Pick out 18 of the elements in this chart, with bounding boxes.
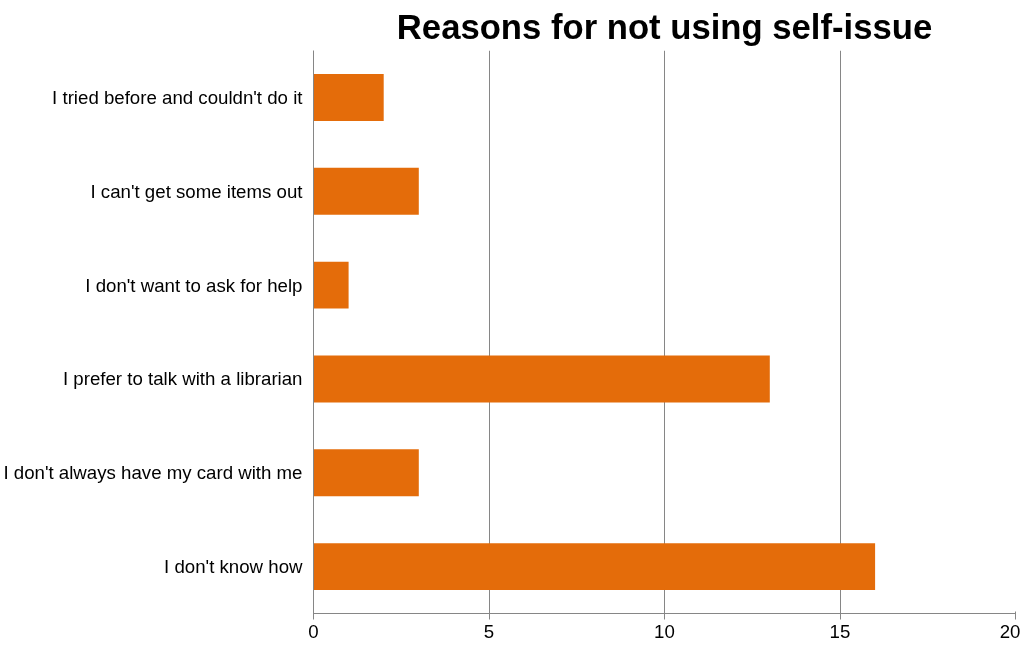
x-tick-label: 20 xyxy=(999,620,1021,642)
y-tick-label: I can't get some items out xyxy=(90,180,304,202)
bar xyxy=(313,543,876,591)
x-tick-label: 5 xyxy=(483,620,495,642)
bar xyxy=(313,261,349,309)
y-tick-label: I prefer to talk with a librarian xyxy=(62,368,303,390)
bar xyxy=(313,449,419,497)
y-tick-label: I tried before and couldn't do it xyxy=(52,86,304,108)
x-tick-label: 10 xyxy=(654,620,675,642)
y-tick-label: I don't always have my card with me xyxy=(3,462,303,484)
y-tick-label: I don't know how xyxy=(164,556,304,578)
bar xyxy=(313,73,384,121)
y-tick-label: I don't want to ask for help xyxy=(85,274,303,296)
x-tick-label: 15 xyxy=(829,620,851,642)
bar xyxy=(313,355,770,403)
bar xyxy=(313,167,419,215)
x-tick-label: 0 xyxy=(308,620,319,642)
chart-title: Reasons for not using self-issue xyxy=(396,7,933,46)
